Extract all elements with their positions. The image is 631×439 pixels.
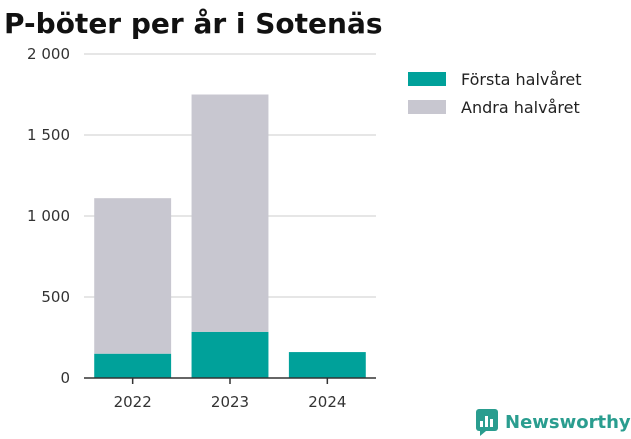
y-tick-label: 1 000 [27,207,70,225]
legend-swatch [408,72,446,86]
x-tick-label: 2022 [114,393,152,411]
y-tick-label: 1 500 [27,126,70,144]
bar-forsta-halvaret-2023 [191,331,269,378]
bar-forsta-halvaret-2022 [94,353,172,378]
bar-forsta-halvaret-2024 [288,352,366,378]
legend-label: Första halvåret [461,70,582,89]
x-tick-label: 2024 [308,393,346,411]
bar-andra-halvaret-2022 [94,198,172,354]
x-tick-label: 2023 [211,393,249,411]
y-tick-label: 2 000 [27,45,70,63]
bar-andra-halvaret-2023 [191,94,269,332]
y-axis-ticks: 0 500 1 000 1 500 2 000 [27,45,70,387]
newsworthy-logo-text: Newsworthy [505,412,631,433]
y-tick-label: 500 [41,288,70,306]
bars [94,94,366,378]
newsworthy-chart-icon [476,409,498,436]
newsworthy-logo: Newsworthy [476,409,631,436]
legend-swatch [408,100,446,114]
x-axis-ticks: 2022 2023 2024 [114,378,346,411]
chart-title: P-böter per år i Sotenäs [4,7,383,40]
legend: Första halvåret Andra halvåret [408,70,582,117]
legend-label: Andra halvåret [461,98,580,117]
y-tick-label: 0 [60,369,70,387]
